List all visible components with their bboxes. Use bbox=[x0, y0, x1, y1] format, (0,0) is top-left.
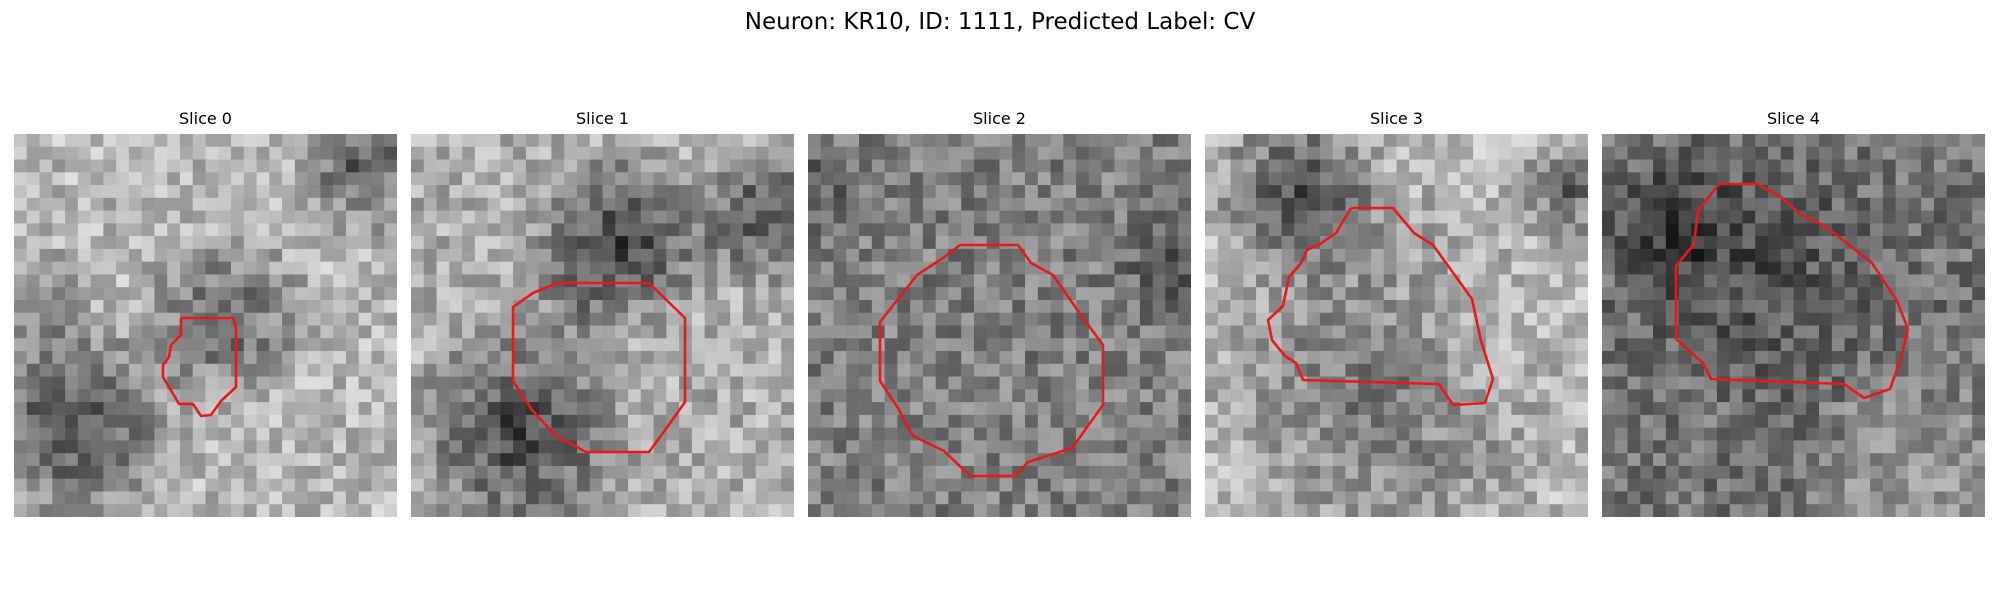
roi-outline-2 bbox=[878, 243, 1105, 478]
slice-panel-1: Slice 1 bbox=[411, 108, 794, 517]
slice-image-3 bbox=[1205, 134, 1588, 517]
slice-image-4 bbox=[1602, 134, 1985, 517]
slice-title-3: Slice 3 bbox=[1370, 109, 1423, 128]
pixel-grid-2 bbox=[808, 134, 1191, 517]
slice-panel-4: Slice 4 bbox=[1602, 108, 1985, 517]
pixel-grid-3 bbox=[1205, 134, 1588, 517]
pixel-grid-0 bbox=[14, 134, 397, 517]
roi-outline-0 bbox=[161, 316, 238, 418]
figure-title: Neuron: KR10, ID: 1111, Predicted Label:… bbox=[744, 9, 1256, 35]
roi-outline-4 bbox=[1674, 182, 1910, 400]
roi-outline-3 bbox=[1266, 206, 1495, 407]
slice-title-2: Slice 2 bbox=[973, 109, 1026, 128]
slice-panel-3: Slice 3 bbox=[1205, 108, 1588, 517]
roi-outline-1 bbox=[511, 281, 687, 454]
slice-image-1 bbox=[411, 134, 794, 517]
slice-panel-2: Slice 2 bbox=[808, 108, 1191, 517]
pixel-grid-4 bbox=[1602, 134, 1985, 517]
slice-title-4: Slice 4 bbox=[1767, 109, 1820, 128]
slice-panel-0: Slice 0 bbox=[14, 108, 397, 517]
slice-image-2 bbox=[808, 134, 1191, 517]
pixel-grid-1 bbox=[411, 134, 794, 517]
slice-title-0: Slice 0 bbox=[179, 109, 232, 128]
slice-title-1: Slice 1 bbox=[576, 109, 629, 128]
slice-image-0 bbox=[14, 134, 397, 517]
